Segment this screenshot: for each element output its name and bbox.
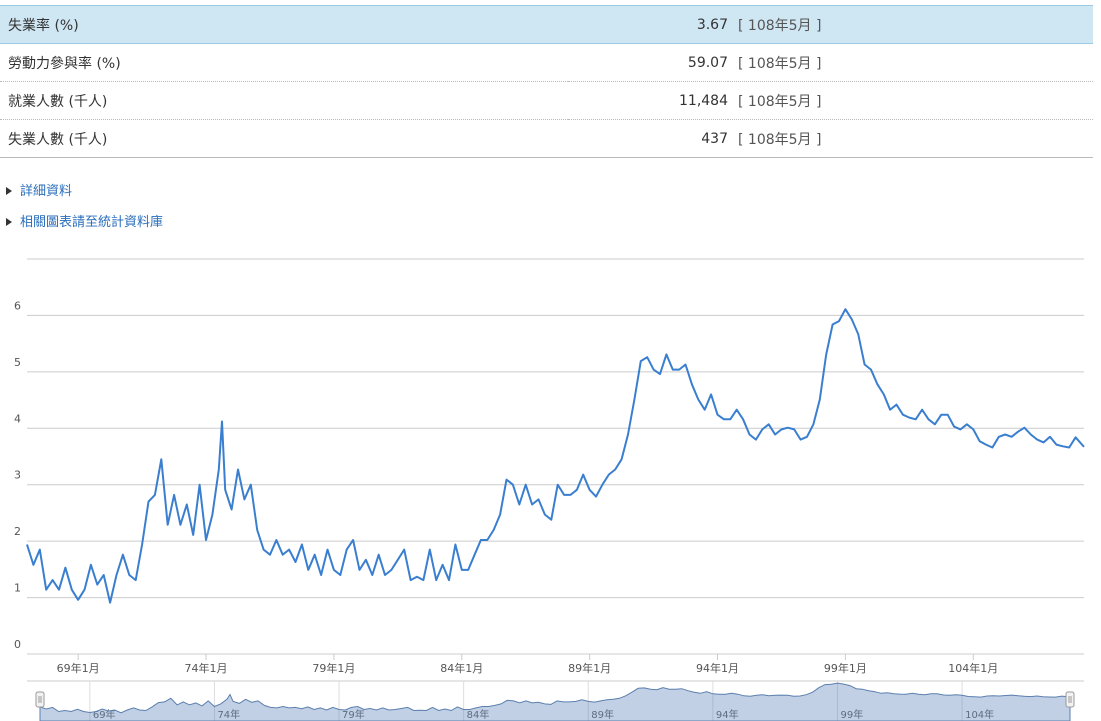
indicator-date: [ 108年5月 ] (728, 119, 1093, 158)
navigator-tick-label: 84年 (467, 708, 490, 721)
x-tick-label: 99年1月 (824, 661, 867, 675)
indicator-date: [ 108年5月 ] (728, 43, 1093, 82)
stats-table: 失業率 (%) 3.67[ 108年5月 ] 勞動力參與率 (%) 59.07[ 10… (0, 5, 1093, 158)
indicator-value: 437 (568, 119, 728, 158)
x-tick-label: 84年1月 (440, 661, 483, 675)
link-text[interactable]: 相關圖表請至統計資料庫 (20, 215, 164, 230)
indicator-date: [ 108年5月 ] (728, 5, 1093, 44)
y-tick-label: 2 (14, 525, 21, 538)
stats-row: 勞動力參與率 (%) 59.07[ 108年5月 ] (0, 43, 1093, 82)
database-link[interactable]: 相關圖表請至統計資料庫 (6, 211, 163, 230)
indicator-value: 3.67 (568, 5, 728, 44)
navigator-tick-label: 94年 (716, 708, 739, 721)
y-tick-label: 1 (14, 582, 21, 595)
details-link[interactable]: 詳細資料 (6, 180, 72, 199)
x-tick-label: 94年1月 (696, 661, 739, 675)
y-tick-label: 5 (14, 356, 21, 369)
x-tick-label: 69年1月 (57, 661, 100, 675)
navigator-tick-label: 89年 (591, 708, 614, 721)
link-text[interactable]: 詳細資料 (20, 184, 73, 199)
navigator-handle[interactable] (35, 691, 45, 708)
stats-row: 就業人數 (千人) 11,484[ 108年5月 ] (0, 81, 1093, 120)
indicator-value: 11,484 (568, 81, 728, 120)
indicator-name: 失業人數 (千人) (0, 119, 568, 158)
y-tick-label: 4 (14, 412, 21, 425)
navigator-tick-label: 79年 (342, 708, 365, 721)
stats-row: 失業率 (%) 3.67[ 108年5月 ] (0, 5, 1093, 44)
navigator-area (39, 682, 1071, 721)
y-tick-label: 6 (14, 299, 21, 312)
x-tick-label: 79年1月 (312, 661, 355, 675)
navigator-tick-label: 104年 (965, 708, 994, 721)
navigator-handle[interactable] (1065, 691, 1075, 708)
x-tick-label: 104年1月 (948, 661, 998, 675)
indicator-name: 勞動力參與率 (%) (0, 43, 568, 82)
x-tick-label: 89年1月 (568, 661, 611, 675)
y-tick-label: 3 (14, 469, 21, 482)
navigator-tick-label: 74年 (217, 708, 240, 721)
indicator-name: 失業率 (%) (0, 5, 568, 44)
indicator-value: 59.07 (568, 43, 728, 82)
series-line (26, 308, 1085, 604)
stats-row: 失業人數 (千人) 437[ 108年5月 ] (0, 119, 1093, 158)
indicator-name: 就業人數 (千人) (0, 81, 568, 120)
indicator-date: [ 108年5月 ] (728, 81, 1093, 120)
navigator-tick-label: 99年 (840, 708, 863, 721)
y-tick-label: 0 (14, 638, 21, 651)
x-tick-label: 74年1月 (185, 661, 228, 675)
